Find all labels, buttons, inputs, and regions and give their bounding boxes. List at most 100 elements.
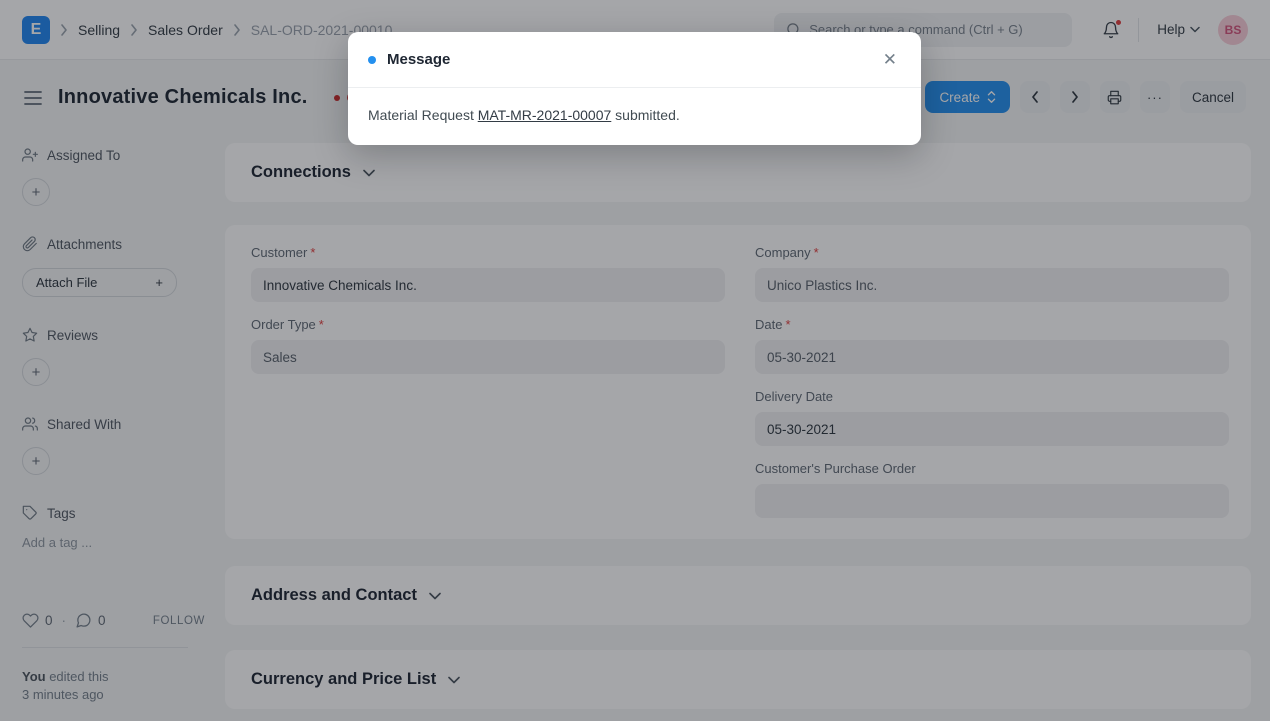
breadcrumb-selling[interactable]: Selling: [78, 21, 121, 38]
users-icon: [22, 417, 38, 431]
chevron-down-icon: [1190, 26, 1200, 33]
delivery-date-input[interactable]: 05-30-2021: [755, 412, 1229, 446]
sidebar-divider: [22, 647, 188, 648]
date-input[interactable]: 05-30-2021: [755, 340, 1229, 374]
comment-icon[interactable]: [75, 612, 92, 629]
message-text-prefix: Material Request: [368, 107, 478, 123]
date-label: Date: [755, 317, 783, 332]
app-logo-icon[interactable]: E: [22, 15, 50, 44]
status-dot-icon: [333, 94, 340, 101]
message-dialog-body: Material Request MAT-MR-2021-00007 submi…: [348, 88, 921, 142]
required-asterisk: *: [310, 245, 316, 260]
assigned-to-section: Assigned To +: [22, 147, 205, 206]
close-icon[interactable]: ✕: [879, 49, 901, 70]
more-menu-button[interactable]: ···: [1139, 81, 1170, 113]
help-label: Help: [1157, 22, 1185, 37]
navbar-divider: [1138, 17, 1140, 42]
like-count: 0: [45, 613, 53, 628]
previous-document-button[interactable]: [1019, 81, 1050, 113]
form-right-column: Company * Unico Plastics Inc. Date * 05-30…: [755, 245, 1229, 518]
activity-user: You: [22, 669, 46, 684]
reviews-section: Reviews +: [22, 327, 205, 386]
customer-po-field: Customer's Purchase Order: [755, 461, 1229, 518]
currency-price-list-section-toggle[interactable]: Currency and Price List: [225, 650, 1251, 709]
print-button[interactable]: [1099, 81, 1130, 113]
plus-icon: +: [155, 275, 163, 290]
social-row: 0 · 0 FOLLOW: [22, 612, 205, 629]
chevron-right-icon: [60, 23, 68, 36]
add-assignment-button[interactable]: +: [22, 178, 50, 206]
page-title: Innovative Chemicals Inc.: [58, 86, 308, 108]
currency-price-list-title: Currency and Price List: [251, 670, 437, 688]
material-request-link[interactable]: MAT-MR-2021-00007: [477, 107, 612, 123]
tags-section: Tags Add a tag ...: [22, 505, 205, 551]
customer-label: Customer: [251, 245, 308, 260]
select-caret-icon: [987, 91, 996, 103]
chevron-left-icon: [1032, 91, 1038, 103]
tag-icon: [22, 505, 37, 520]
message-text-suffix: submitted.: [611, 107, 680, 123]
address-contact-section-toggle[interactable]: Address and Contact: [225, 566, 1251, 625]
follow-button[interactable]: FOLLOW: [152, 614, 205, 627]
activity-time: 3 minutes ago: [22, 687, 104, 703]
order-type-field: Order Type * Sales: [251, 317, 725, 374]
create-button[interactable]: Create: [925, 81, 1010, 113]
paperclip-icon: [22, 236, 37, 252]
add-share-button[interactable]: +: [22, 447, 50, 475]
attachments-section: Attachments Attach File +: [22, 236, 205, 297]
attach-file-button[interactable]: Attach File +: [22, 268, 177, 297]
company-input[interactable]: Unico Plastics Inc.: [755, 268, 1229, 302]
shared-with-label: Shared With: [47, 416, 122, 432]
bell-icon: [1103, 21, 1119, 38]
create-label: Create: [939, 89, 980, 105]
star-icon: [22, 327, 38, 342]
activity-action: edited this: [45, 669, 109, 684]
add-review-button[interactable]: +: [22, 358, 50, 386]
required-asterisk: *: [318, 317, 324, 332]
help-menu[interactable]: Help: [1157, 22, 1200, 37]
chevron-right-icon: [130, 23, 138, 36]
chevron-down-icon: [429, 592, 441, 599]
delivery-date-label: Delivery Date: [755, 389, 834, 404]
ellipsis-icon: ···: [1146, 89, 1163, 105]
company-field: Company * Unico Plastics Inc.: [755, 245, 1229, 302]
chevron-down-icon: [448, 676, 461, 683]
chevron-right-icon: [233, 23, 241, 36]
order-type-label: Order Type: [251, 317, 316, 332]
customer-input[interactable]: Innovative Chemicals Inc.: [251, 268, 725, 302]
cancel-button[interactable]: Cancel: [1179, 81, 1246, 113]
customer-field: Customer * Innovative Chemicals Inc.: [251, 245, 725, 302]
tags-label: Tags: [47, 505, 76, 521]
attach-file-label: Attach File: [36, 275, 98, 290]
dot-separator: ·: [61, 613, 67, 628]
next-document-button[interactable]: [1059, 81, 1090, 113]
company-label: Company: [755, 245, 811, 260]
notifications-button[interactable]: [1102, 18, 1123, 39]
connections-section-toggle[interactable]: Connections: [225, 143, 1251, 202]
address-contact-title: Address and Contact: [251, 586, 417, 604]
heart-icon[interactable]: [22, 612, 39, 629]
connections-title: Connections: [251, 163, 351, 181]
notification-badge: [1115, 18, 1123, 26]
message-dialog-header: Message ✕: [348, 32, 921, 88]
breadcrumb-sales-order[interactable]: Sales Order: [148, 21, 223, 38]
sidebar-toggle-icon[interactable]: [24, 90, 42, 105]
printer-icon: [1108, 90, 1122, 104]
details-card: Customer * Innovative Chemicals Inc. Orde…: [225, 225, 1251, 539]
indicator-dot-icon: [368, 55, 376, 64]
chevron-down-icon: [363, 169, 375, 176]
add-tag-input[interactable]: Add a tag ...: [22, 535, 93, 550]
attachments-label: Attachments: [47, 236, 123, 252]
comment-count: 0: [98, 613, 106, 628]
delivery-date-field: Delivery Date 05-30-2021: [755, 389, 1229, 446]
order-type-select[interactable]: Sales: [251, 340, 725, 374]
activity-edited: You edited this 3 minutes ago: [22, 668, 205, 704]
form-area: Connections Customer * Innovative Chemica…: [225, 135, 1251, 721]
customer-po-label: Customer's Purchase Order: [755, 461, 916, 476]
customer-po-input[interactable]: [755, 484, 1229, 518]
avatar[interactable]: BS: [1218, 14, 1248, 45]
chevron-right-icon: [1072, 91, 1078, 103]
date-field: Date * 05-30-2021: [755, 317, 1229, 374]
form-left-column: Customer * Innovative Chemicals Inc. Orde…: [251, 245, 725, 518]
assigned-to-label: Assigned To: [47, 147, 121, 163]
